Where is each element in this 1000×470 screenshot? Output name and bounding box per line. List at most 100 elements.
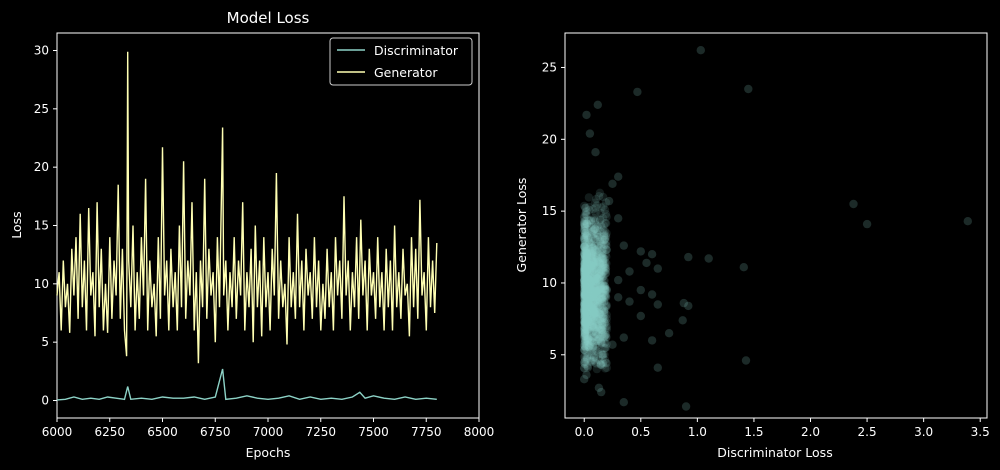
scatter-point [595,274,604,284]
scatter-point [585,216,594,225]
scatter-point [581,343,590,352]
scatter-point [590,257,599,267]
scatter-point [581,325,590,334]
scatter-point [587,250,596,260]
scatter-point [581,251,590,260]
scatter-point [585,259,594,268]
scatter-point [591,307,601,317]
left-series-group [56,51,438,401]
scatter-point [583,292,593,302]
scatter-point [580,267,589,276]
scatter-point [584,324,593,333]
scatter-point [593,297,602,306]
scatter-point [593,258,603,267]
scatter-point-outlier [647,290,657,299]
scatter-point [581,251,590,260]
scatter-point [590,217,600,226]
scatter-point [580,337,589,346]
scatter-point [580,275,589,284]
scatter-point [589,230,598,239]
scatter-point [599,202,608,211]
scatter-point [596,284,605,293]
scatter-point [584,306,593,316]
scatter-point [601,343,611,352]
scatter-point [581,331,590,341]
scatter-point [580,283,590,293]
scatter-point [580,327,590,336]
scatter-point [593,282,602,292]
scatter-point [583,256,592,265]
scatter-point [590,275,599,284]
scatter-point [580,318,589,327]
scatter-point [581,254,591,264]
scatter-point [582,288,592,298]
scatter-point [593,262,603,272]
scatter-point [596,208,605,218]
scatter-point [583,335,592,344]
scatter-point-outlier [600,235,609,245]
scatter-point [582,250,592,259]
scatter-point [580,313,589,323]
scatter-point [591,353,601,363]
scatter-point [584,288,593,297]
scatter-point [592,336,601,346]
scatter-point [590,244,599,253]
scatter-point [602,302,611,311]
scatter-point [580,272,589,282]
scatter-point [582,260,591,270]
scatter-point [595,326,604,335]
scatter-point [583,215,592,224]
scatter-point [590,268,599,277]
scatter-point [580,315,589,324]
scatter-point [600,331,610,340]
scatter-point [596,360,606,369]
scatter-point [593,285,602,295]
scatter-point [588,313,598,322]
scatter-point [597,298,607,308]
scatter-point [595,277,604,286]
scatter-point-outlier [604,196,614,206]
scatter-point [586,292,596,302]
scatter-point [580,281,590,290]
scatter-point [593,323,602,332]
scatter-point [580,324,589,333]
scatter-point [582,306,591,316]
scatter-point [589,306,598,315]
scatter-point [582,325,591,334]
scatter-point [601,264,611,273]
scatter-point [585,261,594,271]
scatter-point [582,293,591,302]
scatter-point [581,264,590,273]
scatter-point-outlier [739,263,748,272]
scatter-point [592,286,602,295]
scatter-point [580,294,589,303]
scatter-point [596,305,605,314]
scatter-point [588,263,597,272]
scatter-point [599,257,608,267]
scatter-point [598,289,608,298]
scatter-point [582,271,592,280]
scatter-point [595,258,604,267]
scatter-point [588,267,597,276]
scatter-point [592,287,602,296]
scatter-point [581,278,590,287]
scatter-point-outlier [653,300,662,309]
scatter-point [588,302,598,311]
scatter-point [599,280,608,290]
scatter-point [580,236,589,245]
scatter-point [600,281,610,290]
scatter-point [587,252,597,261]
scatter-point [589,332,598,341]
scatter-point [580,353,589,362]
scatter-point [580,318,589,327]
scatter-point [583,326,592,335]
scatter-point [580,279,590,288]
scatter-point [583,334,593,343]
scatter-point [581,258,590,268]
scatter-point [598,358,607,367]
scatter-point [589,251,598,260]
scatter-point [593,271,602,280]
scatter-point [598,323,607,333]
scatter-point [585,290,594,299]
scatter-point [581,301,590,310]
